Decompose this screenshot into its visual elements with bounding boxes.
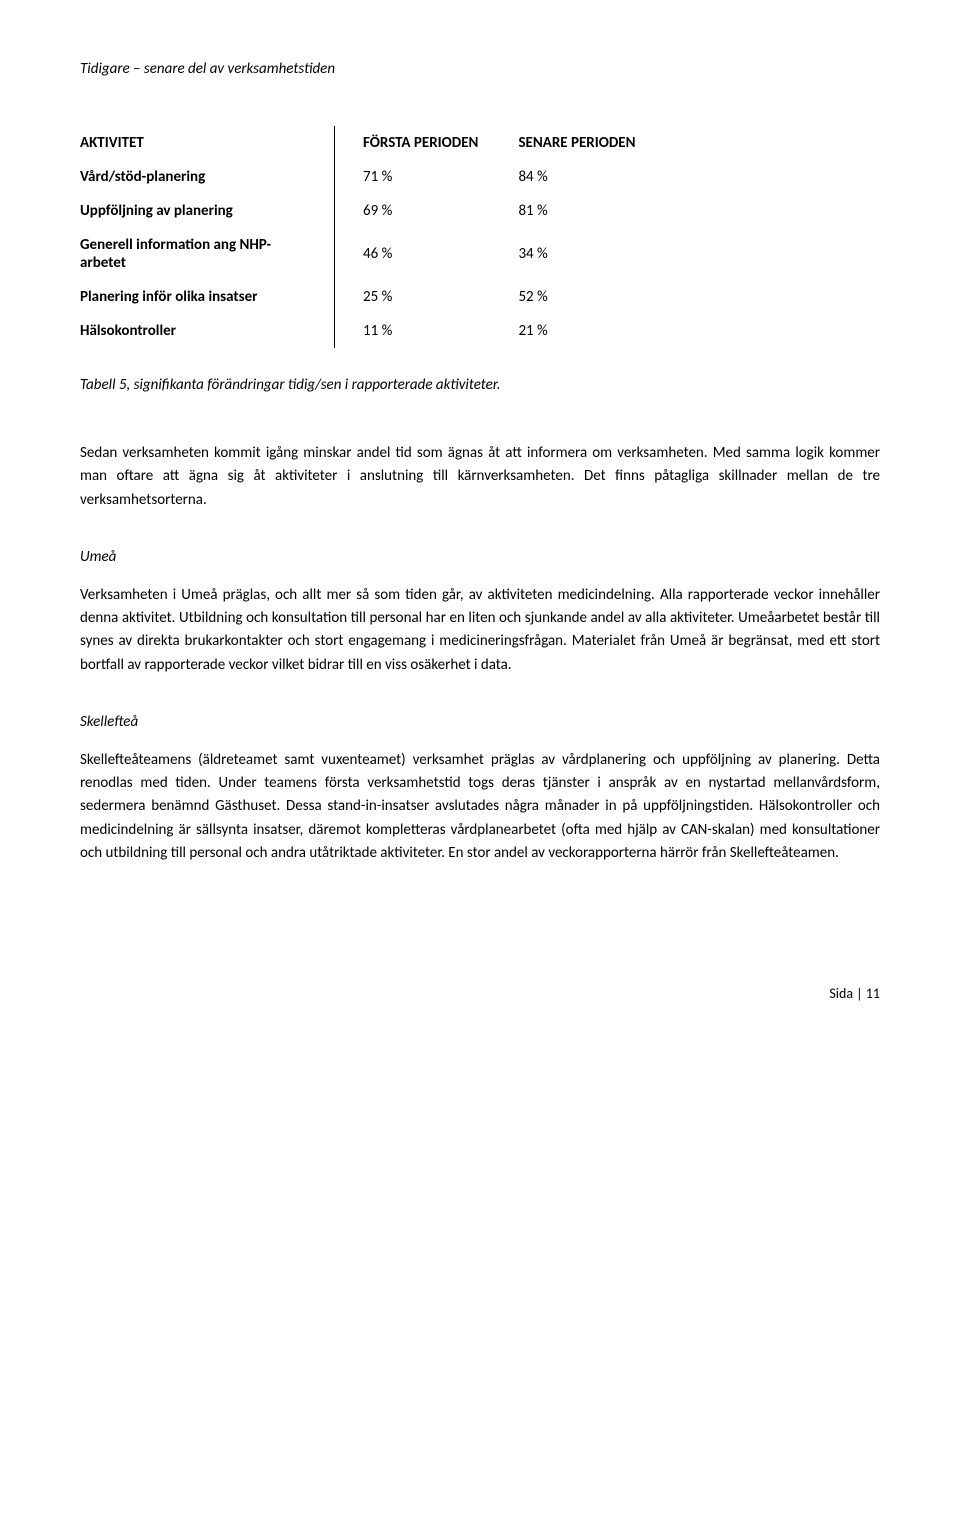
row-c2: 21 % bbox=[518, 314, 675, 348]
subhead-umea: Umeå bbox=[80, 548, 880, 566]
table-row: Hälsokontroller 11 % 21 % bbox=[80, 314, 676, 348]
row-label: Uppföljning av planering bbox=[80, 194, 335, 228]
row-c1: 69 % bbox=[335, 194, 519, 228]
row-c2: 52 % bbox=[518, 280, 675, 314]
row-label: Generell information ang NHP-arbetet bbox=[80, 228, 335, 280]
paragraph-umea: Verksamheten i Umeå präglas, och allt me… bbox=[80, 584, 880, 677]
table-row: Vård/stöd-planering 71 % 84 % bbox=[80, 160, 676, 194]
col-header-later: SENARE PERIODEN bbox=[518, 126, 675, 160]
page-section-title: Tidigare – senare del av verksamhetstide… bbox=[80, 60, 880, 78]
row-c2: 34 % bbox=[518, 228, 675, 280]
row-label: Hälsokontroller bbox=[80, 314, 335, 348]
row-c2: 81 % bbox=[518, 194, 675, 228]
row-c2: 84 % bbox=[518, 160, 675, 194]
subhead-skelleftea: Skellefteå bbox=[80, 713, 880, 731]
col-header-first: FÖRSTA PERIODEN bbox=[335, 126, 519, 160]
paragraph-intro: Sedan verksamheten kommit igång minskar … bbox=[80, 442, 880, 512]
row-c1: 71 % bbox=[335, 160, 519, 194]
page-footer: Sida | 11 bbox=[80, 985, 880, 1002]
activity-table: AKTIVITET FÖRSTA PERIODEN SENARE PERIODE… bbox=[80, 126, 676, 348]
row-label: Vård/stöd-planering bbox=[80, 160, 335, 194]
table-caption: Tabell 5, signifikanta förändringar tidi… bbox=[80, 376, 880, 394]
table-header-row: AKTIVITET FÖRSTA PERIODEN SENARE PERIODE… bbox=[80, 126, 676, 160]
row-label: Planering inför olika insatser bbox=[80, 280, 335, 314]
row-c1: 46 % bbox=[335, 228, 519, 280]
table-row: Generell information ang NHP-arbetet 46 … bbox=[80, 228, 676, 280]
col-header-activity: AKTIVITET bbox=[80, 126, 335, 160]
row-c1: 11 % bbox=[335, 314, 519, 348]
table-row: Uppföljning av planering 69 % 81 % bbox=[80, 194, 676, 228]
paragraph-skelleftea: Skellefteåteamens (äldreteamet samt vuxe… bbox=[80, 749, 880, 865]
table-row: Planering inför olika insatser 25 % 52 % bbox=[80, 280, 676, 314]
row-c1: 25 % bbox=[335, 280, 519, 314]
